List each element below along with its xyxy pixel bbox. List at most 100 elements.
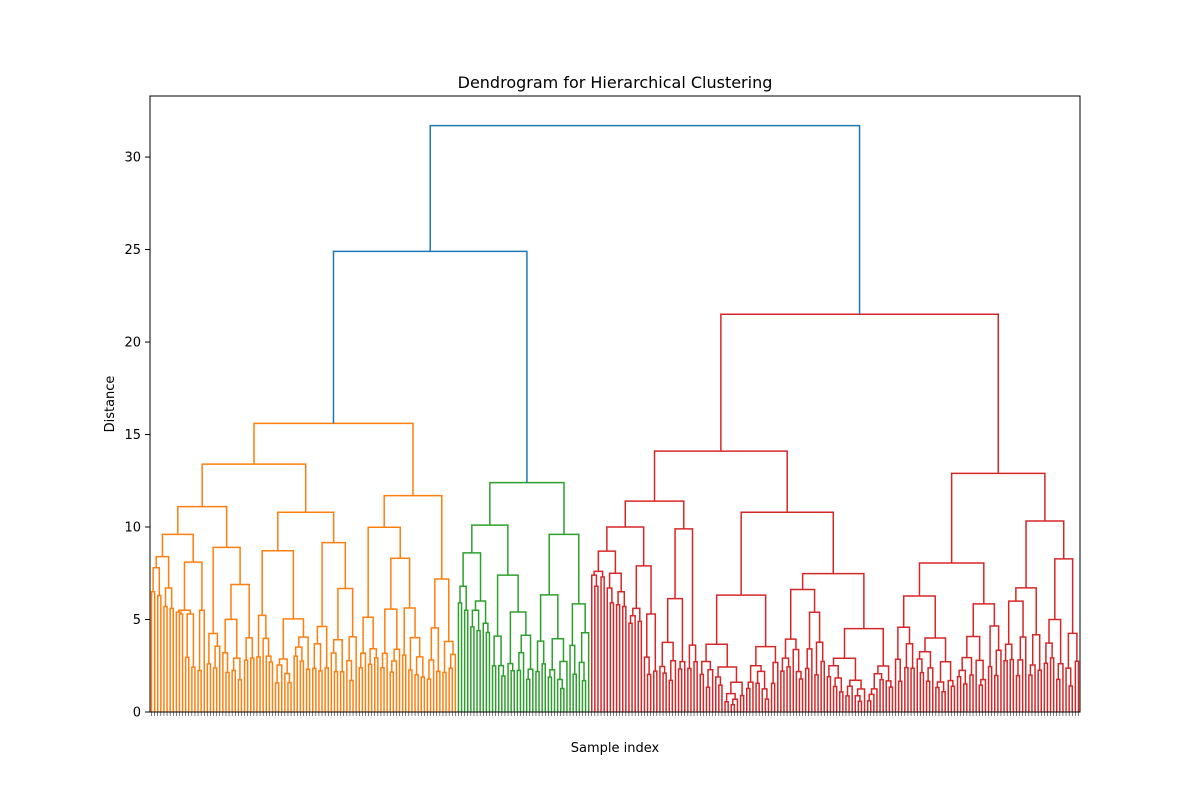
dendrogram-link — [966, 635, 981, 661]
dendrogram-link — [225, 671, 230, 712]
dendrogram-link — [510, 669, 515, 712]
dendrogram-link — [415, 656, 424, 678]
dendrogram-link — [1031, 633, 1041, 671]
dendrogram-link — [257, 614, 267, 657]
dendrogram-link — [380, 667, 385, 712]
dendrogram-link — [243, 659, 249, 712]
dendrogram-link — [556, 678, 564, 712]
dendrogram-link — [224, 618, 238, 659]
dendrogram-link — [430, 627, 440, 672]
dendrogram-link — [972, 603, 996, 637]
dendrogram-link — [312, 667, 317, 712]
dendrogram-link — [507, 662, 514, 712]
y-tick-label: 5 — [133, 613, 141, 628]
dendrogram-link — [617, 591, 626, 607]
dendrogram-link — [245, 637, 254, 661]
dendrogram-link — [470, 626, 475, 712]
dendrogram-link — [963, 683, 968, 712]
dendrogram-link — [798, 678, 804, 712]
dendrogram-links — [150, 124, 1080, 712]
dendrogram-link — [298, 636, 309, 670]
dendrogram-link — [707, 668, 714, 712]
dendrogram-link — [178, 613, 184, 712]
y-tick-label: 0 — [133, 706, 141, 721]
y-tick-label: 20 — [124, 336, 141, 351]
dendrogram-link — [969, 674, 974, 712]
dendrogram-link — [936, 681, 945, 692]
dendrogram-link — [622, 605, 627, 712]
dendrogram-link — [578, 661, 585, 712]
dendrogram-link — [730, 681, 743, 696]
dendrogram-link — [1015, 674, 1021, 712]
dendrogram-link — [1004, 643, 1013, 661]
dendrogram-link — [674, 528, 694, 646]
dendrogram-link — [746, 687, 751, 712]
dendrogram-link — [403, 607, 416, 656]
dendrogram-link — [231, 669, 236, 712]
dendrogram-link — [978, 684, 984, 712]
dendrogram-link — [457, 602, 463, 712]
dendrogram-link — [321, 541, 347, 627]
dendrogram-link — [1007, 600, 1024, 645]
dendrogram-link — [1068, 685, 1073, 712]
y-tick-label: 15 — [124, 428, 141, 443]
dendrogram-link — [801, 572, 865, 629]
dendrogram-link — [868, 693, 875, 712]
dendrogram-link — [609, 602, 615, 712]
dendrogram-link — [989, 625, 1000, 667]
dendrogram-link — [197, 669, 202, 712]
dendrogram-link — [539, 594, 559, 642]
y-tick-label: 10 — [124, 521, 141, 536]
dendrogram-link — [184, 656, 190, 712]
dendrogram-link — [820, 660, 825, 712]
dendrogram-link — [299, 660, 305, 712]
dendrogram-link — [919, 671, 925, 712]
y-tick-label: 25 — [124, 243, 141, 258]
y-axis-label: Distance — [103, 376, 118, 433]
dendrogram-link — [163, 605, 168, 712]
dendrogram-link — [941, 691, 946, 712]
dendrogram-link — [408, 669, 413, 712]
dendrogram-link — [360, 652, 367, 712]
dendrogram-link — [814, 674, 819, 712]
dendrogram-link — [1009, 658, 1015, 712]
x-axis-label: Sample index — [571, 741, 660, 756]
plot-area: 0 5 10 15 20 25 30 — [124, 95, 1081, 721]
y-axis: 0 5 10 15 20 25 30 — [124, 151, 150, 721]
dendrogram-link — [191, 666, 196, 712]
dendrogram-link — [749, 665, 762, 683]
dendrogram-link — [1043, 662, 1049, 712]
dendrogram-link — [956, 676, 962, 712]
dendrogram-link — [701, 660, 712, 675]
dendrogram-link — [414, 674, 419, 712]
dendrogram-link — [389, 671, 395, 712]
dendrogram-link — [646, 613, 657, 672]
dendrogram-link — [549, 668, 556, 712]
dendrogram-link — [786, 666, 791, 712]
dendrogram-link — [332, 638, 343, 672]
dendrogram-link — [897, 626, 911, 660]
dendrogram-link — [569, 644, 576, 712]
dendrogram-link — [206, 663, 212, 712]
dendrogram-link — [155, 555, 170, 589]
dendrogram-link — [846, 685, 853, 712]
dendrogram-link — [629, 615, 636, 712]
dendrogram-link — [755, 645, 777, 666]
dendrogram-link — [693, 661, 698, 712]
dendrogram-link — [958, 669, 967, 684]
dendrogram-link — [717, 666, 738, 683]
dendrogram-link — [384, 608, 398, 654]
dendrogram-link — [489, 481, 565, 535]
dendrogram-link — [462, 552, 482, 602]
dendrogram-link — [653, 670, 658, 712]
chart-title: Dendrogram for Hierarchical Clustering — [458, 73, 773, 92]
dendrogram-link — [493, 635, 502, 666]
dendrogram-link — [843, 627, 884, 667]
dendrogram-link — [947, 679, 954, 712]
dendrogram-link — [677, 668, 683, 712]
dendrogram-link — [772, 661, 779, 712]
dendrogram-link — [770, 682, 776, 712]
dendrogram-link — [186, 613, 195, 668]
dendrogram-link — [390, 557, 411, 610]
